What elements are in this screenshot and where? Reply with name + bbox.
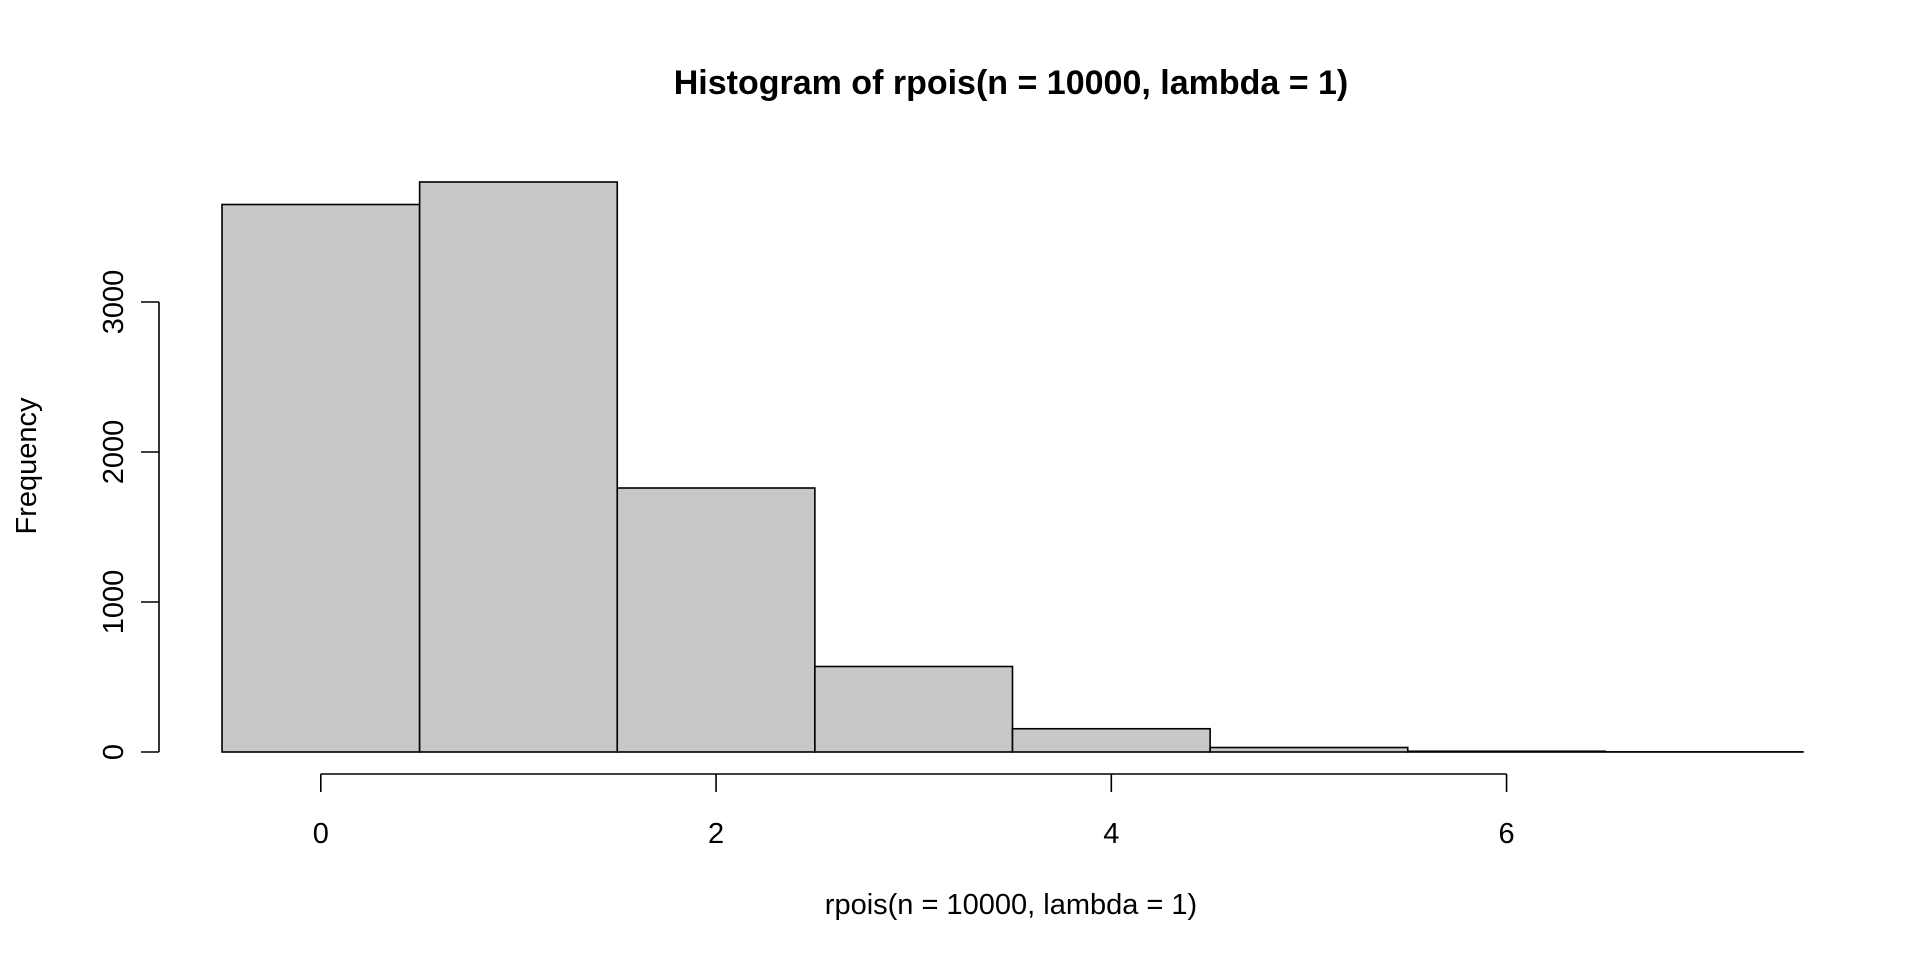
histogram-bar-4 <box>1011 727 1211 753</box>
x-tick-label-2: 4 <box>1103 818 1119 850</box>
y-axis-label: Frequency <box>11 397 43 535</box>
histogram-bar-6 <box>1406 750 1607 753</box>
x-tick-label-0: 0 <box>313 818 329 850</box>
chart-title: Histogram of rpois(n = 10000, lambda = 1… <box>674 64 1349 102</box>
histogram-bar-0 <box>221 203 421 753</box>
x-tick-label-1: 2 <box>708 818 724 850</box>
histogram-bar-5 <box>1209 746 1409 753</box>
x-tick-label-3: 6 <box>1498 818 1514 850</box>
y-tick-label-1: 1000 <box>98 570 130 635</box>
y-tick-label-0: 0 <box>98 744 130 760</box>
x-axis-label: rpois(n = 10000, lambda = 1) <box>825 889 1197 921</box>
y-tick-label-2: 2000 <box>98 420 130 485</box>
y-tick-label-3: 3000 <box>98 270 130 335</box>
histogram-bar-3 <box>814 665 1014 753</box>
histogram-bar-2 <box>616 487 816 753</box>
y-axis: 0 1000 2000 3000 <box>98 270 160 760</box>
histogram-bar-1 <box>418 181 619 753</box>
x-axis: 0 2 4 6 <box>313 773 1515 850</box>
histogram-bars <box>221 181 1804 753</box>
